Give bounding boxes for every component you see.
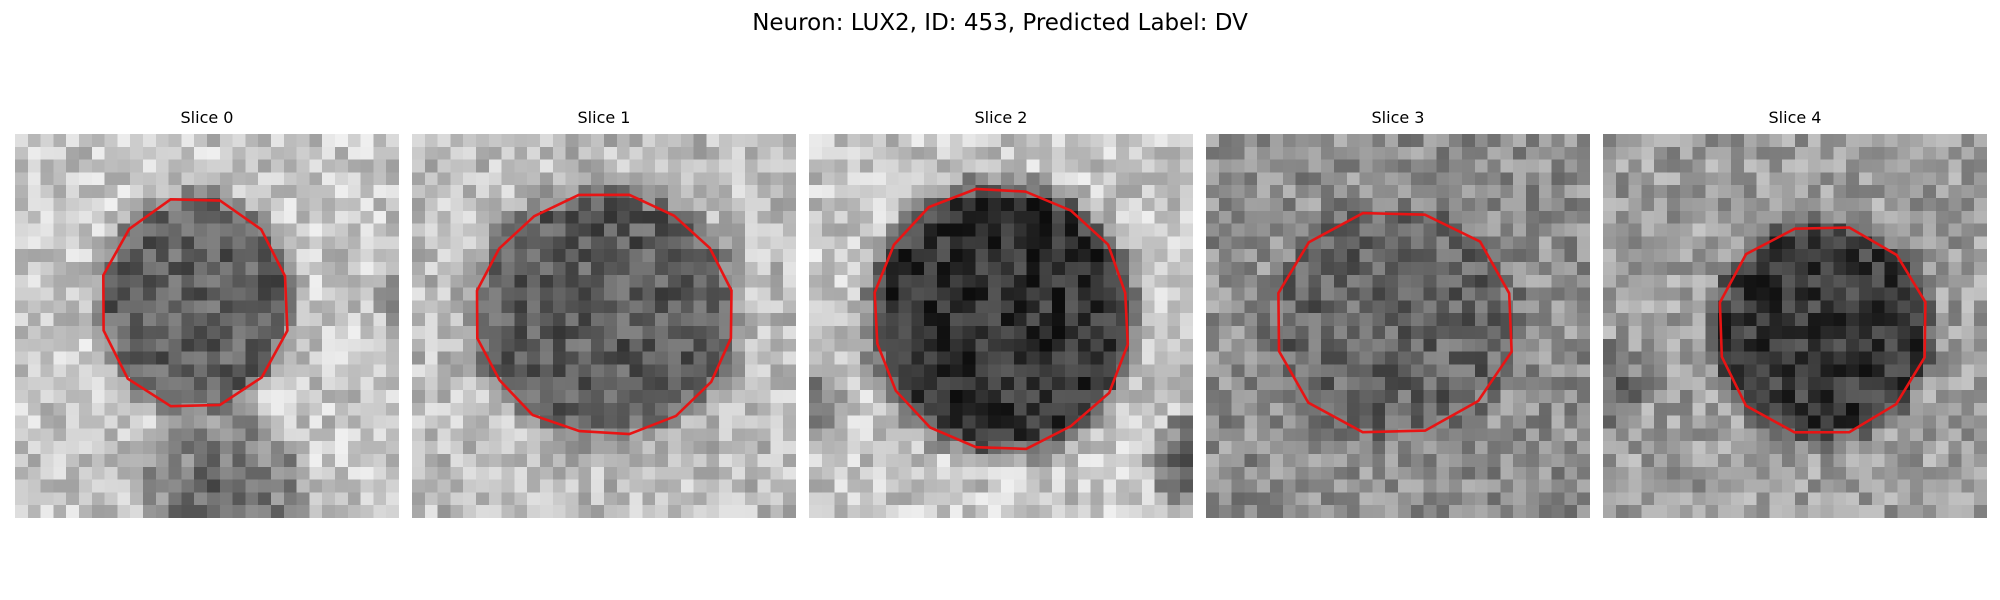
pixel-grid — [1603, 134, 1987, 518]
neuron-contour — [1277, 211, 1513, 434]
slice-image-2 — [809, 134, 1193, 518]
slice-image-1 — [412, 134, 796, 518]
neuron-contour — [475, 193, 733, 436]
slice-image-3 — [1206, 134, 1590, 518]
neuron-contour — [1718, 226, 1927, 434]
slice-image-4 — [1603, 134, 1987, 518]
slice-title-1: Slice 1 — [577, 108, 631, 127]
pixel-grid — [809, 134, 1193, 518]
slice-image-0 — [15, 134, 399, 518]
slice-title-0: Slice 0 — [180, 108, 234, 127]
slice-title-3: Slice 3 — [1371, 108, 1425, 127]
pixel-grid — [1206, 134, 1590, 518]
neuron-contour — [873, 187, 1130, 451]
figure-title: Neuron: LUX2, ID: 453, Predicted Label: … — [752, 10, 1248, 36]
slice-title-4: Slice 4 — [1768, 108, 1822, 127]
pixel-grid — [15, 134, 399, 518]
neuron-contour — [101, 197, 289, 408]
pixel-grid — [412, 134, 796, 518]
slice-title-2: Slice 2 — [974, 108, 1028, 127]
